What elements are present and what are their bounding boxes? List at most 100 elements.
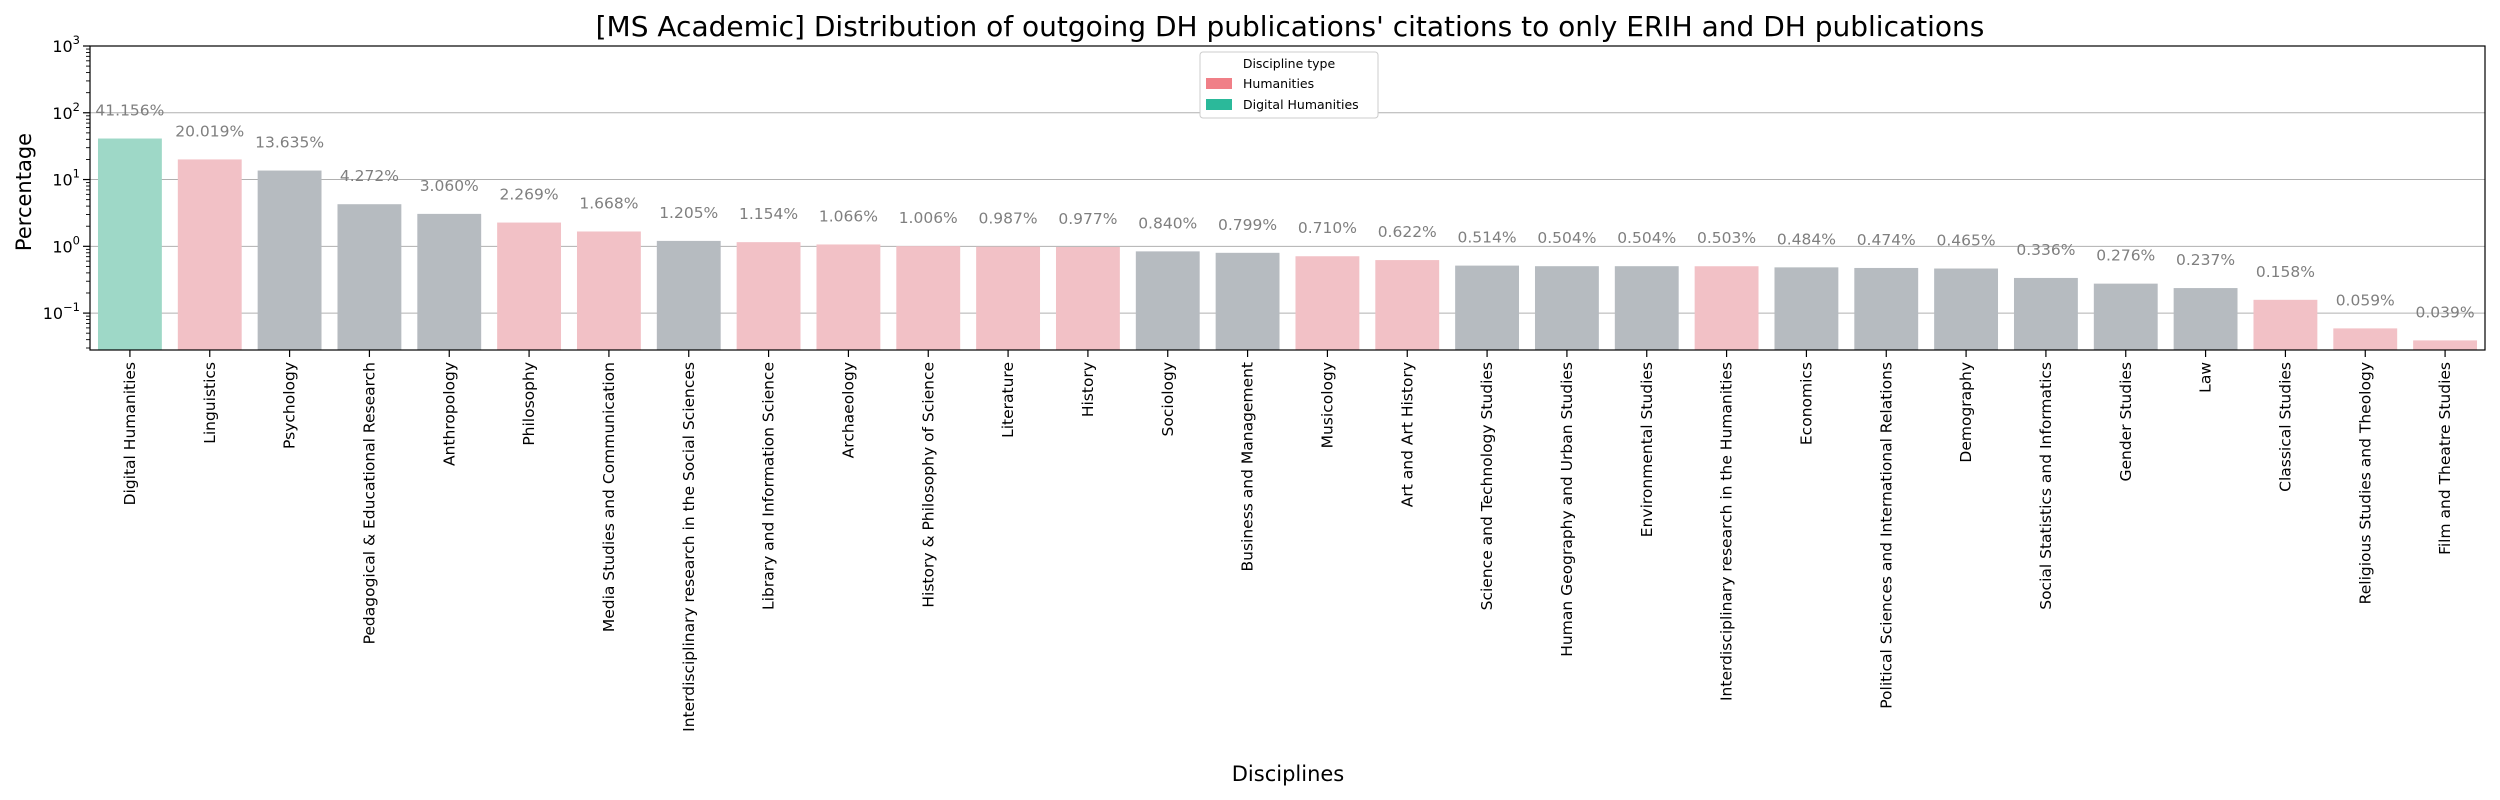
bar-human-geography-and-urban-studies — [1534, 266, 1599, 350]
bar-demography — [1934, 268, 1999, 350]
x-tick-label-archaeology: Archaeology — [839, 362, 857, 458]
data-label-science-and-technology-studies: 0.514% — [1458, 229, 1517, 247]
x-tick-label-law: Law — [2197, 362, 2215, 393]
data-label-digital-humanities: 41.156% — [95, 102, 164, 120]
y-tick-label: 102 — [52, 100, 80, 123]
y-axis: 10−1 100 101 102 103 — [43, 33, 90, 349]
x-tick-label-anthropology: Anthropology — [440, 362, 458, 466]
x-tick-label-classical-studies: Classical Studies — [2276, 362, 2294, 492]
data-label-interdisciplinary-research-in-the-social-sciences: 1.205% — [659, 204, 718, 222]
x-tick-label-literature: Literature — [999, 362, 1017, 438]
bar-film-and-theatre-studies — [2413, 340, 2478, 350]
data-label-gender-studies: 0.276% — [2096, 247, 2155, 265]
data-label-philosophy: 2.269% — [500, 186, 559, 204]
data-label-law: 0.237% — [2176, 251, 2235, 269]
data-label-archaeology: 1.066% — [819, 207, 878, 225]
x-tick-label-science-and-technology-studies: Science and Technology Studies — [1478, 362, 1496, 610]
bars — [97, 138, 2478, 350]
x-tick-label-human-geography-and-urban-studies: Human Geography and Urban Studies — [1558, 362, 1576, 657]
bar-archaeology — [816, 244, 881, 350]
bar-social-statistics-and-informatics — [2013, 277, 2078, 350]
bar-classical-studies — [2253, 299, 2318, 350]
legend-swatch-digital-humanities — [1206, 99, 1232, 110]
x-tick-label-psychology: Psychology — [281, 362, 299, 449]
bar-environmental-studies — [1614, 266, 1679, 350]
x-tick-label-history: History — [1079, 362, 1097, 417]
bar-literature — [976, 246, 1041, 350]
x-axis: Digital Humanities Linguistics Psychology P… — [121, 350, 2454, 732]
data-label-human-geography-and-urban-studies: 0.504% — [1537, 229, 1596, 247]
y-tick-label: 10−1 — [43, 300, 80, 323]
data-label-sociology: 0.840% — [1138, 214, 1197, 232]
legend-swatch-humanities — [1206, 78, 1232, 89]
data-label-economics: 0.484% — [1777, 230, 1836, 248]
x-tick-label-musicology: Musicology — [1318, 362, 1336, 448]
bar-digital-humanities — [97, 138, 162, 350]
bar-religious-studies-and-theology — [2333, 328, 2398, 350]
x-tick-label-interdisciplinary-research-in-the-humanities: Interdisciplinary research in the Humani… — [1718, 362, 1736, 701]
bar-business-and-management — [1215, 252, 1280, 350]
y-tick-label: 103 — [52, 33, 80, 56]
bar-musicology — [1295, 256, 1360, 350]
x-tick-label-digital-humanities: Digital Humanities — [121, 362, 139, 505]
y-axis-label: Percentage — [12, 133, 36, 251]
x-tick-label-religious-studies-and-theology: Religious Studies and Theology — [2356, 362, 2374, 604]
x-tick-label-linguistics: Linguistics — [201, 362, 219, 444]
data-label-political-sciences-and-international-relations: 0.474% — [1857, 231, 1916, 249]
data-label-library-and-information-science: 1.154% — [739, 205, 798, 223]
data-label-film-and-theatre-studies: 0.039% — [2416, 303, 2475, 321]
legend-box — [1199, 51, 1379, 119]
bar-art-and-art-history — [1375, 260, 1440, 350]
bar-library-and-information-science — [736, 242, 801, 350]
data-label-media-studies-and-communication: 1.668% — [579, 194, 638, 212]
bar-linguistics — [177, 159, 242, 350]
legend-label-digital-humanities: Digital Humanities — [1243, 97, 1359, 112]
bar-gender-studies — [2093, 283, 2158, 350]
data-label-literature: 0.987% — [979, 210, 1038, 228]
data-label-history-philosophy-of-science: 1.006% — [899, 209, 958, 227]
x-tick-label-demography: Demography — [1957, 362, 1975, 463]
bar-psychology — [257, 170, 322, 350]
data-label-religious-studies-and-theology: 0.059% — [2336, 291, 2395, 309]
x-tick-label-history-philosophy-of-science: History & Philosophy of Science — [919, 362, 937, 608]
bar-sociology — [1135, 251, 1200, 350]
x-tick-label-library-and-information-science: Library and Information Science — [760, 362, 778, 610]
bar-economics — [1774, 267, 1839, 350]
plot-area-frame — [89, 45, 2486, 351]
data-label-art-and-art-history: 0.622% — [1378, 223, 1437, 241]
data-label-business-and-management: 0.799% — [1218, 216, 1277, 234]
bar-interdisciplinary-research-in-the-social-sciences — [656, 240, 721, 350]
x-tick-label-media-studies-and-communication: Media Studies and Communication — [600, 362, 618, 632]
data-label-linguistics: 20.019% — [175, 122, 244, 140]
legend-title: Discipline type — [1243, 56, 1336, 71]
data-label-environmental-studies: 0.504% — [1617, 229, 1676, 247]
data-label-social-statistics-and-informatics: 0.336% — [2016, 241, 2075, 259]
data-label-classical-studies: 0.158% — [2256, 263, 2315, 281]
x-tick-label-interdisciplinary-research-in-the-social-sciences: Interdisciplinary research in the Social… — [680, 362, 698, 732]
y-tick-label: 101 — [52, 167, 80, 190]
chart-title: [MS Academic] Distribution of outgoing D… — [596, 10, 1985, 43]
x-tick-label-art-and-art-history: Art and Art History — [1398, 362, 1416, 507]
data-label-musicology: 0.710% — [1298, 219, 1357, 237]
x-tick-label-social-statistics-and-informatics: Social Statistics and Informatics — [2037, 362, 2055, 610]
bar-anthropology — [417, 213, 482, 350]
bar-history — [1055, 246, 1120, 350]
bar-philosophy — [497, 222, 562, 350]
data-label-interdisciplinary-research-in-the-humanities: 0.503% — [1697, 229, 1756, 247]
data-label-history: 0.977% — [1058, 210, 1117, 228]
data-label-pedagogical-educational-research: 4.272% — [340, 167, 399, 185]
legend: Discipline type Humanities Digital Human… — [1199, 51, 1379, 119]
x-tick-label-business-and-management: Business and Management — [1239, 362, 1257, 571]
x-tick-label-philosophy: Philosophy — [520, 362, 538, 446]
data-labels: 41.156% 20.019% 13.635% 4.272% 3.060% 2.269% 1… — [95, 102, 2474, 322]
x-tick-label-film-and-theatre-studies: Film and Theatre Studies — [2436, 362, 2454, 555]
x-tick-label-political-sciences-and-international-relations: Political Sciences and International Rel… — [1877, 362, 1895, 709]
x-tick-label-pedagogical-educational-research: Pedagogical & Educational Research — [360, 362, 378, 644]
bar-law — [2173, 288, 2238, 350]
y-tick-label: 100 — [52, 233, 80, 256]
bar-interdisciplinary-research-in-the-humanities — [1694, 266, 1759, 350]
bar-pedagogical-educational-research — [337, 204, 402, 350]
bar-political-sciences-and-international-relations — [1854, 267, 1919, 350]
